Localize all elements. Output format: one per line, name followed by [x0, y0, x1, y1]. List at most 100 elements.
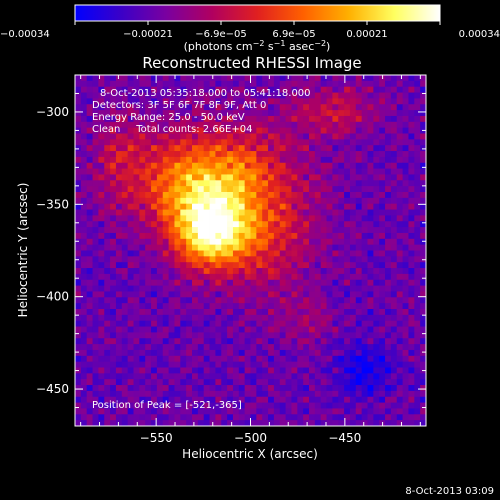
heatmap-cell [361, 203, 368, 210]
heatmap-cell [332, 396, 339, 403]
heatmap-cell [349, 197, 357, 205]
heatmap-cell [291, 186, 298, 193]
heatmap-cell [209, 297, 216, 304]
heatmap-cell [98, 186, 105, 193]
heatmap-cell [232, 309, 240, 316]
heatmap-cell [262, 390, 269, 398]
heatmap-cell [402, 127, 409, 134]
heatmap-cell [197, 320, 205, 327]
heatmap-cell [349, 215, 357, 222]
heatmap-cell [285, 203, 292, 210]
heatmap-cell [232, 127, 240, 134]
heatmap-cell [373, 314, 380, 322]
heatmap-cell [309, 174, 316, 181]
heatmap-cell [338, 291, 345, 298]
heatmap-cell [227, 227, 234, 234]
heatmap-cell [361, 379, 368, 386]
heatmap-cell [192, 396, 199, 403]
heatmap-cell [291, 349, 298, 357]
heatmap-cell [396, 273, 403, 281]
heatmap-cell [162, 145, 169, 152]
heatmap-cell [121, 314, 129, 322]
heatmap-cell [268, 309, 275, 316]
heatmap-cell [349, 285, 357, 292]
heatmap-cell [250, 174, 257, 181]
heatmap-cell [209, 139, 216, 146]
heatmap-cell [355, 338, 363, 345]
heatmap-cell [344, 273, 351, 281]
heatmap-cell [385, 98, 392, 105]
heatmap-cell [168, 232, 175, 240]
heatmap-cell [110, 104, 117, 111]
heatmap-cell [98, 273, 105, 281]
heatmap-cell [303, 244, 310, 251]
heatmap-cell [396, 127, 403, 134]
heatmap-cell [80, 238, 88, 246]
heatmap-cell [355, 203, 363, 210]
heatmap-cell [209, 402, 216, 409]
heatmap-cell [86, 402, 93, 409]
heatmap-cell [104, 151, 111, 158]
heatmap-cell [379, 127, 386, 134]
heatmap-cell [303, 110, 310, 117]
heatmap-cell [104, 104, 111, 111]
heatmap-cell [162, 344, 169, 351]
heatmap-cell [338, 373, 345, 380]
heatmap-cell [80, 373, 88, 380]
heatmap-cell [297, 215, 304, 222]
heatmap-cell [133, 121, 140, 129]
heatmap-cell [127, 92, 134, 99]
heatmap-cell [203, 168, 210, 175]
heatmap-cell [104, 273, 111, 281]
heatmap-cell [80, 285, 88, 292]
heatmap-cell [98, 180, 105, 187]
heatmap-cell [139, 390, 146, 398]
heatmap-cell [209, 279, 216, 286]
heatmap-cell [420, 209, 427, 216]
heatmap-cell [139, 203, 146, 210]
heatmap-cell [75, 402, 82, 409]
heatmap-cell [291, 244, 298, 251]
heatmap-cell [297, 145, 304, 152]
heatmap-cell [420, 174, 427, 181]
heatmap-cell [373, 244, 380, 251]
heatmap-cell [110, 174, 117, 181]
heatmap-cell [349, 139, 357, 146]
heatmap-cell [121, 104, 129, 111]
heatmap-cell [145, 151, 152, 158]
heatmap-cell [420, 227, 427, 234]
heatmap-cell [238, 244, 246, 251]
heatmap-cell [86, 262, 93, 269]
heatmap-cell [279, 361, 286, 368]
heatmap-cell [209, 238, 216, 246]
heatmap-cell [215, 291, 222, 298]
heatmap-cell [262, 256, 269, 263]
heatmap-cell [402, 180, 409, 187]
heatmap-cell [244, 151, 251, 158]
heatmap-cell [256, 338, 263, 345]
heatmap-cell [203, 385, 210, 392]
heatmap-cell [390, 390, 398, 398]
heatmap-cell [420, 314, 427, 322]
heatmap-cell [390, 221, 398, 228]
heatmap-cell [98, 121, 105, 129]
heatmap-cell [98, 338, 105, 345]
heatmap-cell [396, 180, 403, 187]
heatmap-cell [151, 309, 158, 316]
heatmap-cell [309, 373, 316, 380]
heatmap-cell [80, 355, 88, 363]
heatmap-cell [268, 180, 275, 187]
heatmap-cell [344, 104, 351, 111]
heatmap-cell [180, 115, 187, 123]
heatmap-cell [273, 162, 281, 169]
heatmap-cell [268, 250, 275, 257]
heatmap-cell [104, 86, 111, 93]
heatmap-cell [209, 151, 216, 158]
heatmap-cell [320, 303, 327, 310]
heatmap-cell [238, 332, 246, 339]
heatmap-cell [244, 344, 251, 351]
heatmap-cell [92, 320, 99, 327]
heatmap-cell [186, 279, 193, 286]
annotation-detectors: Detectors: 3F 5F 6F 7F 8F 9F, Att 0 [92, 100, 266, 111]
heatmap-cell [238, 104, 246, 111]
